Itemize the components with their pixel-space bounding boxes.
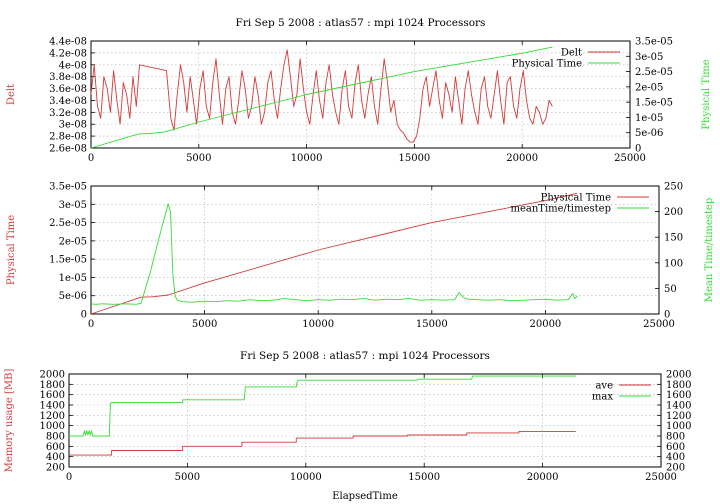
legend-label: max [592, 392, 613, 403]
y-axis-label: Memory usage [MB] [4, 369, 15, 473]
x-tick-label: 0 [88, 153, 94, 164]
y2-tick-label: 1000 [666, 421, 691, 432]
y2-axis-label: Physical Time [701, 59, 712, 129]
y-tick-label: 0 [81, 310, 87, 321]
y2-tick-label: 400 [666, 452, 685, 463]
x-tick-label: 25000 [614, 153, 646, 164]
y2-tick-label: 1600 [666, 390, 691, 401]
series-line-delt [90, 49, 553, 143]
y2-tick-label: 2000 [666, 370, 691, 381]
x-tick-label: 0 [66, 472, 72, 483]
y2-tick-label: 0 [664, 310, 670, 321]
x-tick-label: 20000 [527, 472, 559, 483]
x-tick-label: 25000 [645, 472, 677, 483]
y-tick-label: 1000 [40, 421, 65, 432]
chart-title: Fri Sep 5 2008 : atlas57 : mpi 1024 Proc… [240, 350, 490, 362]
x-tick-label: 25000 [643, 319, 675, 330]
x-tick-label: 5000 [175, 472, 200, 483]
y-tick-label: 600 [46, 442, 65, 453]
y-tick-label: 1e-05 [59, 273, 87, 284]
y2-tick-label: 1400 [666, 401, 691, 412]
y-tick-label: 5e-06 [59, 291, 87, 302]
y-axis-label: Physical Time [6, 215, 17, 285]
series-line-physical-time [90, 46, 553, 149]
y-tick-label: 3.5e-05 [49, 182, 87, 193]
legend-label: Physical Time [541, 193, 611, 204]
y-tick-label: 2.6e-08 [49, 144, 87, 155]
y-tick-label: 1.5e-05 [49, 255, 87, 266]
y2-tick-label: 1200 [666, 411, 691, 422]
y-tick-label: 4.2e-08 [49, 48, 87, 59]
y2-tick-label: 1800 [666, 380, 691, 391]
y2-tick-label: 800 [666, 432, 685, 443]
x-tick-label: 20000 [529, 319, 561, 330]
x-tick-label: 5000 [186, 153, 211, 164]
y-tick-label: 800 [46, 432, 65, 443]
y-tick-label: 2.8e-08 [49, 132, 87, 143]
y2-tick-label: 0 [635, 144, 641, 155]
y-tick-label: 3e-08 [59, 120, 87, 131]
y-tick-label: 1200 [40, 411, 65, 422]
y2-tick-label: 3.5e-05 [635, 37, 673, 48]
y2-tick-label: 50 [664, 284, 677, 295]
series-line-ave [69, 430, 576, 456]
legend-label: meanTime/timestep [510, 204, 611, 215]
y2-tick-label: 3e-05 [635, 52, 663, 63]
y-tick-label: 2000 [40, 370, 65, 381]
y-tick-label: 3.2e-08 [49, 108, 87, 119]
y-tick-label: 3.8e-08 [49, 72, 87, 83]
x-axis-label: ElapsedTime [332, 491, 398, 502]
y-tick-label: 4e-08 [59, 60, 87, 71]
y-tick-label: 4.4e-08 [49, 37, 87, 48]
y-tick-label: 2.5e-05 [49, 218, 87, 229]
y2-tick-label: 1.5e-05 [635, 98, 673, 109]
y-axis-label: Delt [6, 84, 17, 105]
x-tick-label: 15000 [408, 472, 440, 483]
y-tick-label: 200 [46, 463, 65, 474]
y-tick-label: 3.6e-08 [49, 84, 87, 95]
y-tick-label: 400 [46, 452, 65, 463]
y-tick-label: 1800 [40, 380, 65, 391]
chart-panel-2: 0 5000 10000 15000 20000 2500005e-061e-051.5e… [6, 182, 715, 331]
y2-tick-label: 2.5e-05 [635, 67, 673, 78]
y2-tick-label: 2e-05 [635, 82, 663, 93]
y2-tick-label: 250 [664, 182, 683, 193]
legend-label: Delt [561, 48, 582, 59]
legend-label: Physical Time [512, 59, 582, 70]
chart-title: Fri Sep 5 2008 : atlas57 : mpi 1024 Proc… [236, 17, 486, 29]
series-line-max [69, 375, 576, 437]
x-tick-label: 0 [88, 319, 94, 330]
legend-label: ave [595, 381, 613, 392]
y2-tick-label: 100 [664, 258, 683, 269]
chart-panel-3: 0 5000 10000 15000 20000 25000200400600800100… [4, 350, 691, 502]
x-tick-label: 10000 [290, 472, 322, 483]
y2-tick-label: 200 [664, 207, 683, 218]
x-tick-label: 20000 [506, 153, 538, 164]
y2-tick-label: 5e-06 [635, 128, 663, 139]
x-tick-label: 15000 [398, 153, 430, 164]
x-tick-label: 5000 [192, 319, 217, 330]
y-tick-label: 3.4e-08 [49, 96, 87, 107]
y2-tick-label: 600 [666, 442, 685, 453]
x-tick-label: 15000 [416, 319, 448, 330]
x-tick-label: 10000 [302, 319, 334, 330]
y2-tick-label: 150 [664, 233, 683, 244]
y-tick-label: 1600 [40, 390, 65, 401]
series-line-physical-time [90, 192, 578, 315]
y2-tick-label: 200 [666, 463, 685, 474]
y-tick-label: 3e-05 [59, 200, 87, 211]
plot-frame [68, 373, 662, 468]
chart-panel-1: 0 5000 10000 15000 20000 250002.6e-082.8e-083… [6, 17, 712, 164]
y2-tick-label: 1e-05 [635, 113, 663, 124]
y2-axis-label: Mean Time/timestep [704, 198, 715, 302]
y-tick-label: 2e-05 [59, 236, 87, 247]
plot-frame [90, 40, 631, 149]
x-tick-label: 10000 [291, 153, 323, 164]
series-line-meantime-timestep [90, 203, 578, 305]
plot-frame [90, 185, 660, 315]
y-tick-label: 1400 [40, 401, 65, 412]
